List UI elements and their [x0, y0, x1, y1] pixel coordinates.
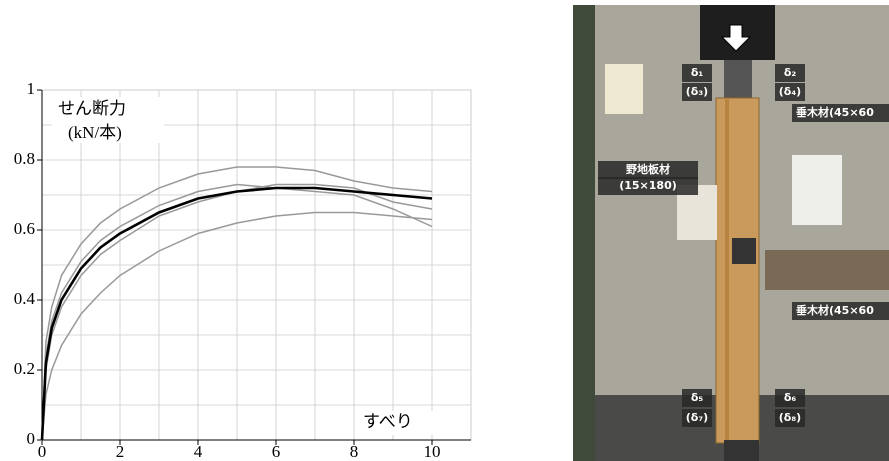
- y-tick-label: 0.8: [14, 149, 35, 168]
- photo-label: (δ₇): [686, 411, 708, 424]
- x-tick-label: 6: [272, 442, 281, 461]
- clamp: [732, 238, 756, 264]
- photo-label: δ₅: [691, 391, 704, 404]
- pillar: [573, 5, 595, 461]
- sign: [605, 64, 643, 114]
- photo-label: (15×180): [619, 179, 677, 192]
- y-tick-label: 0.2: [14, 359, 35, 378]
- y-tick-label: 0: [27, 429, 36, 448]
- y-tick-label: 0.6: [14, 219, 35, 238]
- y-axis-unit: (kN/本): [68, 123, 122, 142]
- poster: [792, 155, 842, 225]
- x-axis-label: すべり: [363, 412, 413, 431]
- board: [725, 98, 729, 443]
- loading-plate: [724, 60, 752, 98]
- y-tick-label: 1: [27, 79, 36, 98]
- base: [724, 440, 759, 461]
- x-tick-label: 10: [424, 442, 441, 461]
- y-tick-label: 0.4: [14, 289, 36, 308]
- x-tick-label: 0: [38, 442, 47, 461]
- photo: [573, 5, 889, 461]
- x-tick-label: 4: [194, 442, 203, 461]
- photo-label: δ₁: [691, 66, 704, 79]
- photo-label: δ₂: [784, 66, 797, 79]
- photo-label: 垂木材(45×60: [796, 303, 874, 317]
- photo-label: (δ₄): [779, 85, 801, 98]
- photo-label: (δ₈): [779, 411, 801, 424]
- photo-label: (δ₃): [686, 85, 708, 98]
- timber-column: [716, 98, 759, 443]
- photo-label: 野地板材: [626, 162, 670, 176]
- y-axis-label: せん断力: [58, 99, 126, 118]
- x-tick-label: 8: [350, 442, 359, 461]
- photo-label: δ₆: [784, 391, 797, 404]
- photo-label: 垂木材(45×60: [796, 105, 874, 119]
- figure: 00.20.40.60.810246810せん断力(kN/本)すべりδ₁(δ₃)…: [0, 0, 889, 461]
- shelf: [765, 250, 889, 290]
- x-tick-label: 2: [116, 442, 125, 461]
